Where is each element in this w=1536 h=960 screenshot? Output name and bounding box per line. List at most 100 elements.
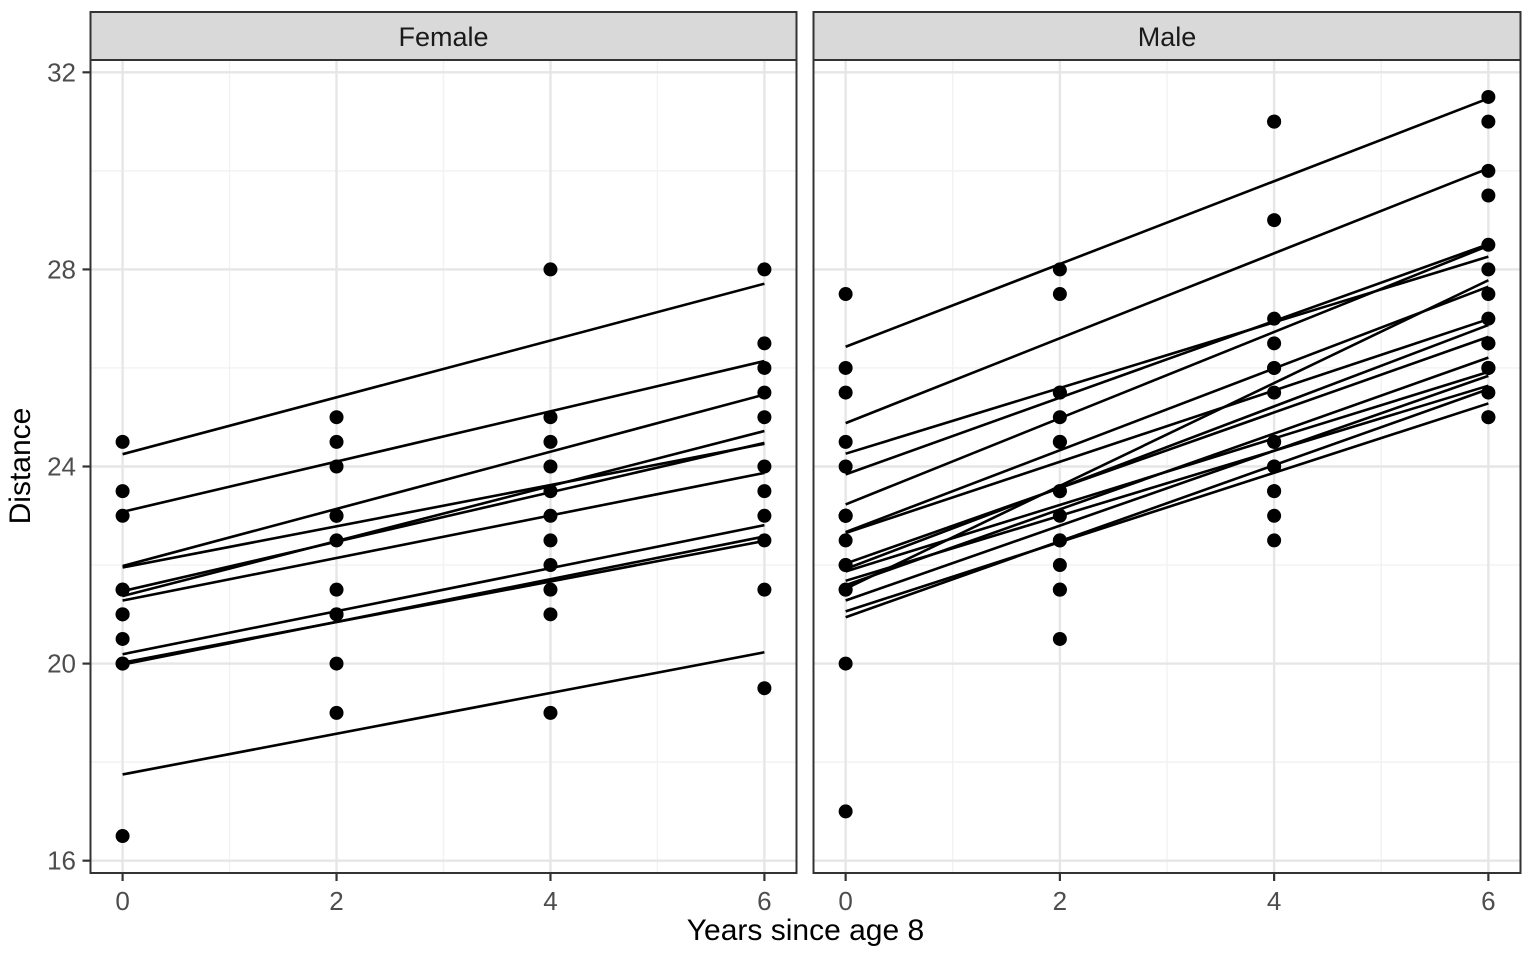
data-point [543, 410, 558, 425]
data-point [757, 459, 772, 474]
data-point [757, 410, 772, 425]
x-tick-label: 0 [115, 886, 129, 916]
strip-background [89, 11, 798, 61]
data-point [329, 459, 344, 474]
subject-fit-line [845, 244, 1489, 506]
data-point [757, 508, 772, 523]
data-point [1267, 533, 1282, 548]
y-tick-label: 16 [47, 846, 76, 876]
data-point [543, 434, 558, 449]
x-tick-label: 2 [1053, 886, 1067, 916]
data-point [329, 533, 344, 548]
data-point [1481, 360, 1496, 375]
data-point [1052, 262, 1067, 277]
data-point [115, 484, 130, 499]
data-point [838, 582, 853, 597]
data-point [329, 410, 344, 425]
data-point [115, 631, 130, 646]
data-point [115, 829, 130, 844]
data-point [1267, 311, 1282, 326]
data-point [757, 336, 772, 351]
data-point [1052, 434, 1067, 449]
facet-label-female: Female [398, 22, 488, 52]
data-point [757, 484, 772, 499]
data-point [543, 582, 558, 597]
facet-panel-female: 0 2 4 6 [89, 11, 798, 916]
data-point [838, 533, 853, 548]
subject-fit-line [122, 282, 765, 456]
subject-fit-line [845, 243, 1489, 476]
data-point [115, 607, 130, 622]
y-axis-title: Distance [4, 408, 37, 525]
subject-fit-line [845, 323, 1489, 571]
data-point [543, 705, 558, 720]
data-point [1267, 385, 1282, 400]
data-point [1052, 558, 1067, 573]
subject-fit-line [845, 402, 1489, 613]
subject-fit-line [122, 539, 765, 664]
data-point [329, 582, 344, 597]
data-point [1267, 508, 1282, 523]
data-point [115, 434, 130, 449]
data-point [543, 533, 558, 548]
data-point [1052, 385, 1067, 400]
data-point [329, 508, 344, 523]
data-point [1267, 114, 1282, 129]
data-point [543, 262, 558, 277]
data-point [1267, 213, 1282, 228]
data-point [1481, 287, 1496, 302]
data-point [838, 287, 853, 302]
data-point [1052, 484, 1067, 499]
data-point [1052, 631, 1067, 646]
data-point [115, 656, 130, 671]
data-point [543, 484, 558, 499]
data-point [543, 558, 558, 573]
y-tick-label: 28 [47, 254, 76, 284]
x-tick-label: 4 [1267, 886, 1281, 916]
data-point [543, 508, 558, 523]
data-point [329, 434, 344, 449]
data-point [757, 262, 772, 277]
data-point [1267, 484, 1282, 499]
subject-fit-line [122, 442, 765, 569]
data-point [115, 508, 130, 523]
subject-fit-line [845, 279, 1489, 590]
data-point [1267, 434, 1282, 449]
x-tick-label: 2 [329, 886, 343, 916]
x-tick-label: 6 [757, 886, 771, 916]
data-point [1267, 360, 1282, 375]
data-point [1267, 459, 1282, 474]
data-point [1052, 287, 1067, 302]
data-point [1052, 508, 1067, 523]
data-point [1481, 237, 1496, 252]
data-point [838, 508, 853, 523]
subject-fit-line [122, 359, 765, 514]
data-point [838, 459, 853, 474]
panel-border [812, 59, 1522, 874]
data-point [838, 656, 853, 671]
data-point [1481, 385, 1496, 400]
data-point [757, 385, 772, 400]
data-point [757, 681, 772, 696]
subject-fit-line [122, 429, 765, 598]
data-point [1481, 89, 1496, 104]
data-point [543, 459, 558, 474]
y-tick-label: 24 [47, 452, 76, 482]
subject-fit-line [122, 441, 765, 593]
data-point [1481, 410, 1496, 425]
data-point [838, 360, 853, 375]
subject-fit-line [845, 387, 1489, 619]
data-point [838, 558, 853, 573]
subject-fit-line [845, 167, 1489, 425]
data-point [329, 656, 344, 671]
data-point [115, 582, 130, 597]
subject-fit-line [122, 650, 765, 776]
x-tick-label: 6 [1481, 886, 1495, 916]
facet-label-male: Male [1138, 22, 1197, 52]
x-axis-title: Years since age 8 [687, 914, 924, 947]
subject-fit-line [845, 374, 1489, 602]
data-point [1052, 410, 1067, 425]
